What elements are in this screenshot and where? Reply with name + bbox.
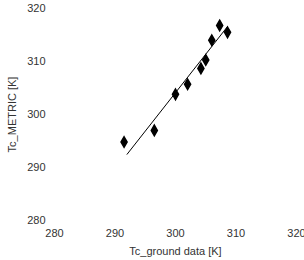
svg-text:310: 310: [27, 55, 45, 67]
svg-text:300: 300: [27, 108, 45, 120]
svg-text:280: 280: [27, 214, 45, 226]
svg-text:290: 290: [106, 227, 124, 239]
svg-text:300: 300: [166, 227, 184, 239]
svg-text:Tc_METRIC [K]: Tc_METRIC [K]: [6, 77, 18, 153]
svg-text:Tc_ground data [K]: Tc_ground data [K]: [129, 245, 221, 257]
svg-text:320: 320: [287, 227, 304, 239]
svg-text:310: 310: [227, 227, 245, 239]
svg-text:280: 280: [45, 227, 63, 239]
svg-text:320: 320: [27, 2, 45, 14]
svg-text:290: 290: [27, 161, 45, 173]
